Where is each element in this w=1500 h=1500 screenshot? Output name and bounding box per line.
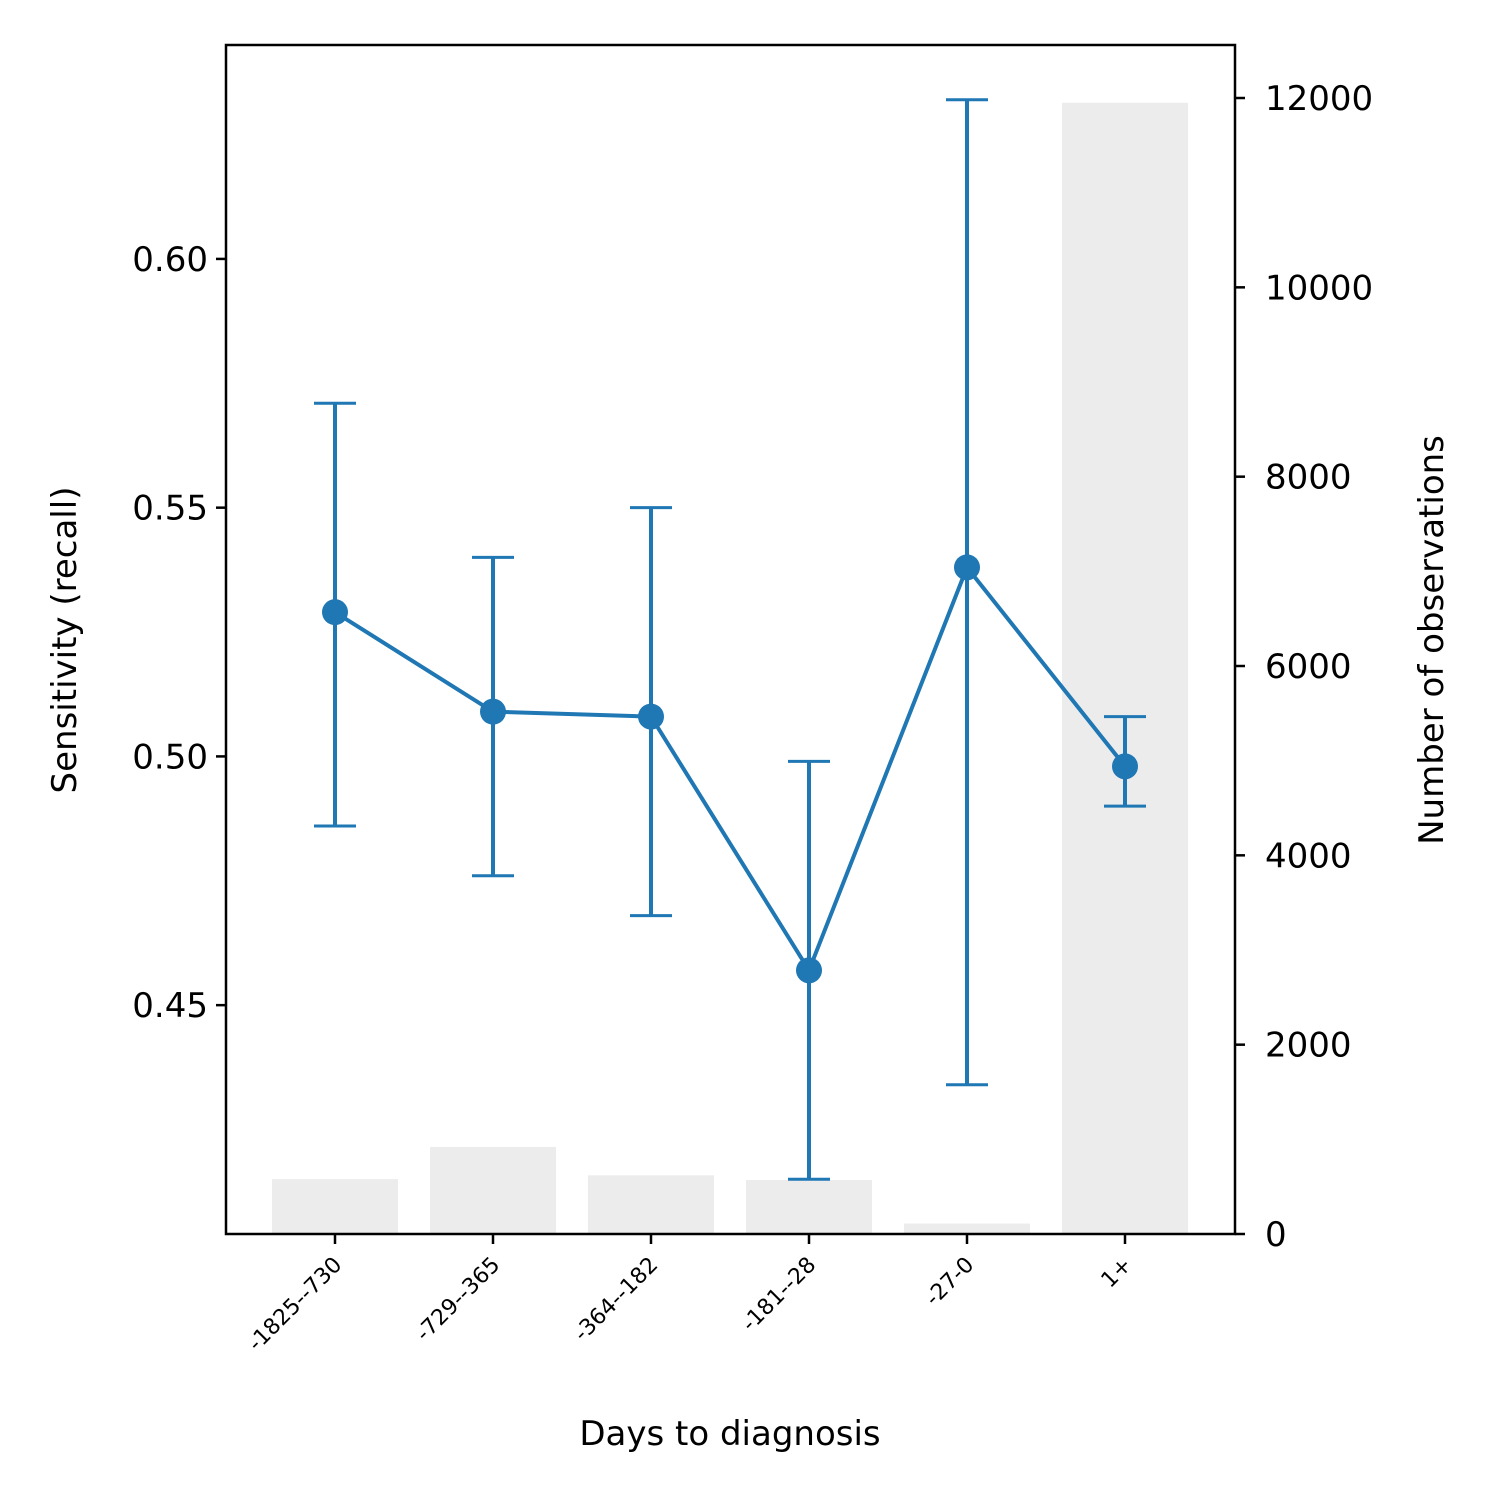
observation-bar [272,1179,398,1234]
x-tick-label: -729--365 [411,1253,505,1347]
observation-bar [430,1146,556,1234]
right-y-axis: 0 2000 4000 6000 8000 10000 12000 [1235,79,1373,1255]
data-point [322,599,348,626]
sensitivity-series [322,554,1138,984]
plot-frame [224,43,1237,1236]
data-point [796,957,822,984]
y2-tick-label: 6000 [1265,647,1352,687]
y-axis-label: Sensitivity (recall) [45,487,85,794]
data-point [1112,753,1138,780]
data-point [480,698,506,725]
y-tick-label: 0.55 [132,489,208,529]
x-tick-label: -27-0 [921,1253,980,1312]
series-line [333,563,1127,975]
error-bars [314,98,1146,1181]
y2-tick-label: 4000 [1265,836,1352,876]
data-point [638,703,664,730]
x-tick-label: -181--28 [737,1253,821,1337]
observation-bar [1062,102,1188,1235]
x-axis-label: Days to diagnosis [579,1414,880,1454]
y2-tick-label: 2000 [1265,1026,1352,1066]
axes-frame [224,43,1237,1236]
y-tick-label: 0.50 [132,737,208,777]
x-tick-label: 1+ [1097,1253,1138,1294]
y2-tick-label: 0 [1265,1215,1287,1255]
y-tick-label: 0.60 [132,240,208,280]
data-point [954,554,980,581]
observation-bars [272,102,1188,1235]
y2-tick-label: 8000 [1265,458,1352,498]
x-axis: -1825--730 -729--365 -364--182 -181--28 -27-… [243,1234,1137,1356]
observation-bar [588,1175,714,1234]
observation-bar [904,1223,1030,1234]
y2-axis-label: Number of observations [1412,435,1452,845]
x-tick-label: -1825--730 [243,1253,347,1357]
y2-tick-label: 10000 [1265,268,1373,308]
x-tick-label: -364--182 [569,1253,663,1347]
observation-bar [746,1180,872,1234]
left-y-axis: 0.45 0.50 0.55 0.60 [132,240,226,1026]
y-tick-label: 0.45 [132,986,208,1026]
y2-tick-label: 12000 [1265,79,1373,119]
